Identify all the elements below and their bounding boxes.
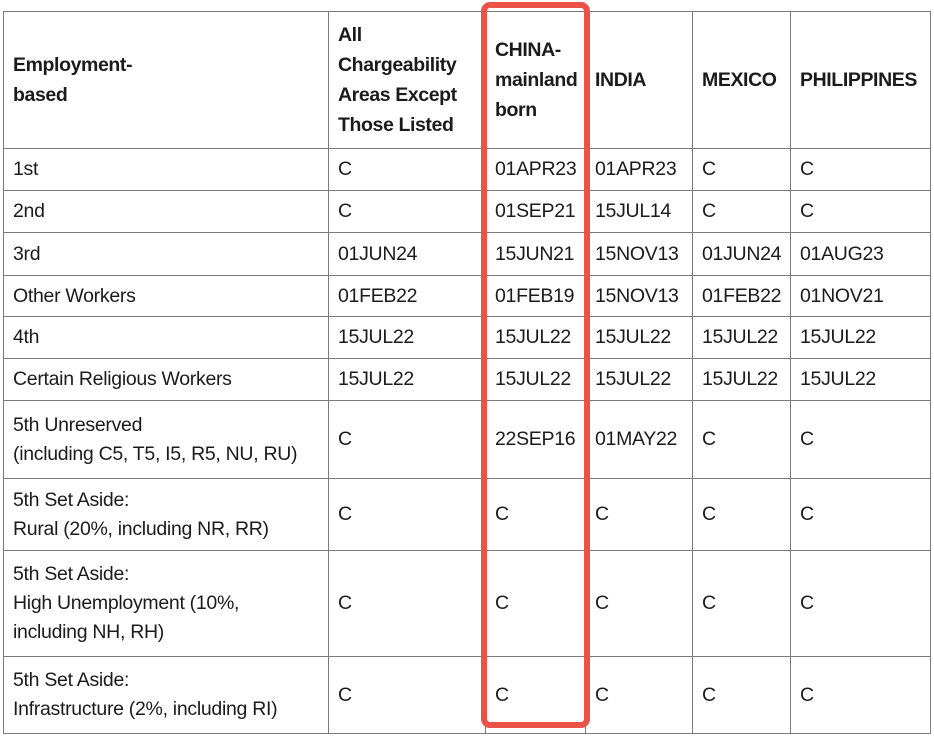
- table-cell-mexico: C: [692, 190, 791, 233]
- table-cell-all_areas: 15JUL22: [328, 316, 486, 359]
- table-cell-china: C: [485, 550, 586, 657]
- row-category-label: Other Workers: [3, 275, 329, 317]
- row-category-label: 3rd: [3, 232, 329, 276]
- table-cell-all_areas: C: [328, 550, 486, 657]
- table-cell-all_areas: C: [328, 400, 486, 479]
- table-cell-philippines: C: [790, 148, 931, 191]
- table-cell-china: 01FEB19: [485, 275, 586, 317]
- table-cell-china: 15JUL22: [485, 358, 586, 401]
- table-cell-all_areas: C: [328, 656, 486, 734]
- table-cell-india: 15NOV13: [585, 232, 693, 276]
- table-cell-india: 15JUL22: [585, 358, 693, 401]
- table-cell-mexico: C: [692, 550, 791, 657]
- table-cell-philippines: 01NOV21: [790, 275, 931, 317]
- table-cell-all_areas: C: [328, 148, 486, 191]
- table-cell-all_areas: C: [328, 190, 486, 233]
- row-category-label: 5th Set Aside: Rural (20%, including NR,…: [3, 478, 329, 551]
- table-cell-philippines: C: [790, 400, 931, 479]
- table-cell-china: C: [485, 656, 586, 734]
- table-cell-mexico: 01JUN24: [692, 232, 791, 276]
- table-cell-china: 15JUN21: [485, 232, 586, 276]
- table-row: 1st C 01APR23 01APR23 C C: [3, 148, 931, 191]
- table-cell-mexico: 01FEB22: [692, 275, 791, 317]
- table-cell-mexico: C: [692, 400, 791, 479]
- employment-based-final-action-dates-table: Employment- based All Chargeability Area…: [3, 11, 931, 734]
- table-cell-china: C: [485, 478, 586, 551]
- table-cell-mexico: C: [692, 478, 791, 551]
- table-row: Other Workers 01FEB22 01FEB19 15NOV13 01FEB2…: [3, 275, 931, 317]
- column-header-all-chargeability-areas: All Chargeability Areas Except Those Lis…: [328, 11, 486, 149]
- table-cell-mexico: 15JUL22: [692, 316, 791, 359]
- table-row: 3rd 01JUN24 15JUN21 15NOV13 01JUN24 01AUG23: [3, 232, 931, 276]
- row-category-label: Certain Religious Workers: [3, 358, 329, 401]
- table-header-row: Employment- based All Chargeability Area…: [3, 11, 931, 149]
- table-cell-all_areas: C: [328, 478, 486, 551]
- column-header-china-mainland-born: CHINA- mainland born: [485, 11, 586, 149]
- table-cell-china: 22SEP16: [485, 400, 586, 479]
- table-cell-philippines: 15JUL22: [790, 316, 931, 359]
- column-header-mexico: MEXICO: [692, 11, 791, 149]
- table-row: 5th Unreserved (including C5, T5, I5, R5…: [3, 400, 931, 479]
- table-cell-all_areas: 01JUN24: [328, 232, 486, 276]
- table-row: 4th 15JUL22 15JUL22 15JUL22 15JUL22 15JUL22: [3, 316, 931, 359]
- table-cell-china: 01SEP21: [485, 190, 586, 233]
- table-row: 2nd C 01SEP21 15JUL14 C C: [3, 190, 931, 233]
- column-header-india: INDIA: [585, 11, 693, 149]
- table-cell-all_areas: 01FEB22: [328, 275, 486, 317]
- table-cell-mexico: C: [692, 656, 791, 734]
- table-cell-india: 15JUL14: [585, 190, 693, 233]
- table-cell-india: 15JUL22: [585, 316, 693, 359]
- table-cell-india: 01MAY22: [585, 400, 693, 479]
- table-cell-philippines: C: [790, 190, 931, 233]
- row-category-label: 2nd: [3, 190, 329, 233]
- table-cell-philippines: 15JUL22: [790, 358, 931, 401]
- table-row: 5th Set Aside: Rural (20%, including NR,…: [3, 478, 931, 551]
- table-cell-india: 15NOV13: [585, 275, 693, 317]
- column-header-philippines: PHILIPPINES: [790, 11, 931, 149]
- table-cell-mexico: 15JUL22: [692, 358, 791, 401]
- table-cell-all_areas: 15JUL22: [328, 358, 486, 401]
- table-cell-philippines: C: [790, 656, 931, 734]
- table-cell-china: 01APR23: [485, 148, 586, 191]
- row-category-label: 4th: [3, 316, 329, 359]
- table-cell-philippines: C: [790, 550, 931, 657]
- table-cell-mexico: C: [692, 148, 791, 191]
- table-row: 5th Set Aside: High Unemployment (10%, i…: [3, 550, 931, 657]
- table-body: 1st C 01APR23 01APR23 C C 2nd C 01SEP21 15JUL14 C C…: [3, 148, 931, 734]
- table-cell-india: C: [585, 550, 693, 657]
- table-row: Certain Religious Workers 15JUL22 15JUL22 1…: [3, 358, 931, 401]
- column-header-employment-based: Employment- based: [3, 11, 329, 149]
- table-cell-philippines: 01AUG23: [790, 232, 931, 276]
- row-category-label: 1st: [3, 148, 329, 191]
- row-category-label: 5th Set Aside: Infrastructure (2%, inclu…: [3, 656, 329, 734]
- table-cell-india: 01APR23: [585, 148, 693, 191]
- table-cell-india: C: [585, 478, 693, 551]
- row-category-label: 5th Unreserved (including C5, T5, I5, R5…: [3, 400, 329, 479]
- table-cell-india: C: [585, 656, 693, 734]
- row-category-label: 5th Set Aside: High Unemployment (10%, i…: [3, 550, 329, 657]
- table-row: 5th Set Aside: Infrastructure (2%, inclu…: [3, 656, 931, 734]
- table-cell-china: 15JUL22: [485, 316, 586, 359]
- table-cell-philippines: C: [790, 478, 931, 551]
